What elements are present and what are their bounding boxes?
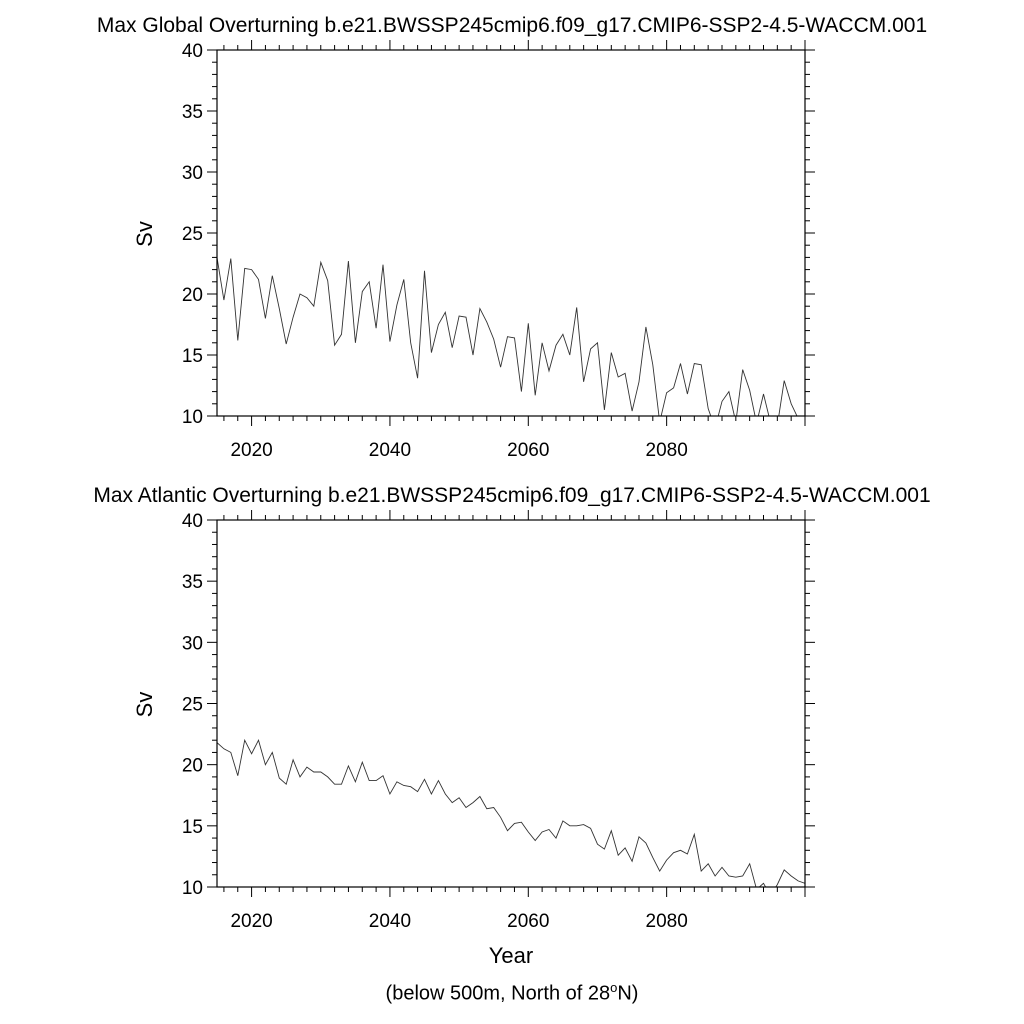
y-tick-label: 35 xyxy=(182,572,203,593)
series-line xyxy=(217,257,798,416)
overturning-charts: Max Global Overturning b.e21.BWSSP245cmi… xyxy=(93,14,930,968)
series-line xyxy=(217,738,805,887)
y-tick-label: 10 xyxy=(182,878,203,899)
x-tick-label: 2020 xyxy=(230,440,272,461)
y-tick-label: 30 xyxy=(182,163,203,184)
y-tick-label: 25 xyxy=(182,695,203,716)
chart-1: Max Global Overturning b.e21.BWSSP245cmi… xyxy=(97,14,927,461)
chart-title: Max Atlantic Overturning b.e21.BWSSP245c… xyxy=(93,484,930,507)
x-tick-label: 2040 xyxy=(369,440,411,461)
y-tick-label: 10 xyxy=(182,407,203,428)
y-tick-label: 20 xyxy=(182,285,203,306)
y-tick-label: 40 xyxy=(182,511,203,532)
chart-footnote: (below 500m, North of 28oN) xyxy=(385,980,639,1005)
degree-symbol: o xyxy=(610,980,618,995)
x-tick-label: 2040 xyxy=(369,911,411,932)
y-tick-label: 20 xyxy=(182,756,203,777)
y-axis-label: Sv xyxy=(132,692,157,718)
plot-frame xyxy=(216,49,806,417)
y-tick-label: 25 xyxy=(182,224,203,245)
y-tick-label: 35 xyxy=(182,102,203,123)
x-tick-label: 2060 xyxy=(507,911,549,932)
chart-2: Max Atlantic Overturning b.e21.BWSSP245c… xyxy=(93,484,930,968)
x-tick-label: 2060 xyxy=(507,440,549,461)
y-tick-label: 30 xyxy=(182,633,203,654)
x-tick-label: 2080 xyxy=(646,440,688,461)
x-tick-label: 2080 xyxy=(646,911,688,932)
x-axis-label: Year xyxy=(489,943,533,968)
x-tick-label: 2020 xyxy=(230,911,272,932)
y-axis-label: Sv xyxy=(132,221,157,247)
y-tick-label: 15 xyxy=(182,346,203,367)
y-tick-label: 15 xyxy=(182,817,203,838)
y-tick-label: 40 xyxy=(182,41,203,62)
plot-frame xyxy=(216,519,806,888)
chart-title: Max Global Overturning b.e21.BWSSP245cmi… xyxy=(97,14,927,37)
